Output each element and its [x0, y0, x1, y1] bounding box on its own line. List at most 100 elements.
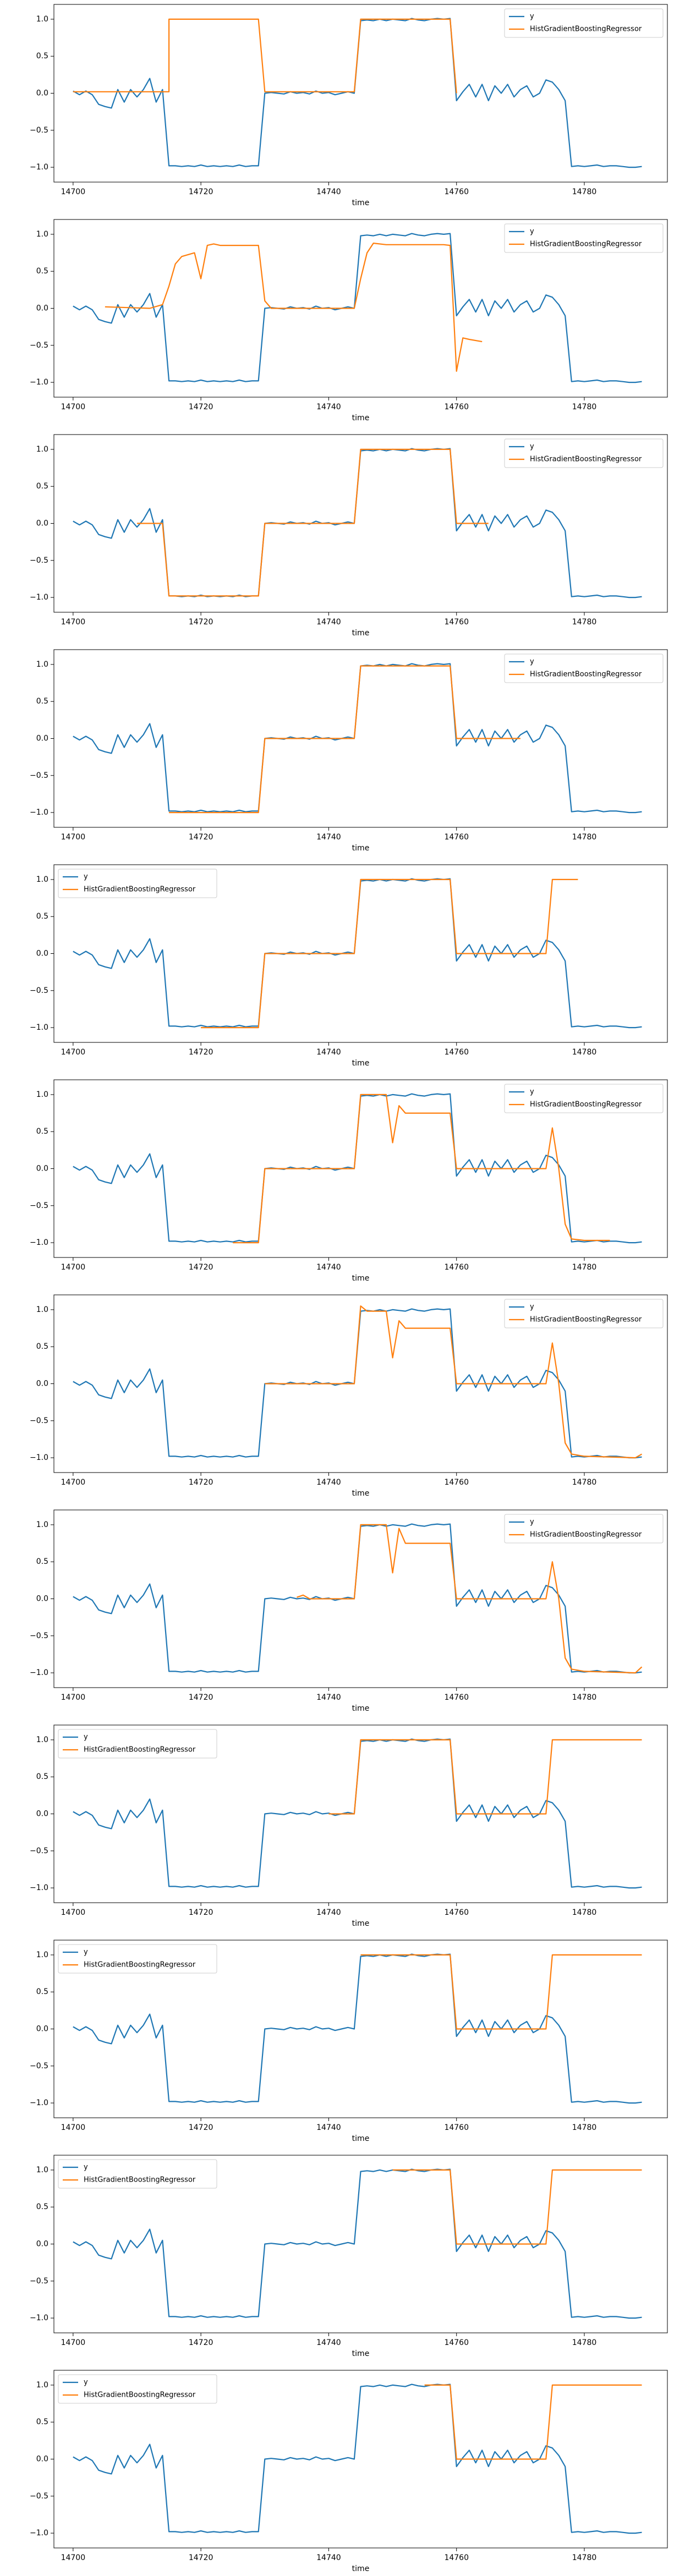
plot-frame: [53, 1079, 668, 1258]
plot-frame: [53, 864, 668, 1043]
plot-frame: [53, 1509, 668, 1688]
x-tick-label: 14700: [61, 2123, 86, 2132]
y-tick-label: 1.0: [36, 445, 48, 454]
y-tick-label: 1.0: [36, 1090, 48, 1099]
y-tick-label: −0.5: [30, 126, 48, 135]
legend-box: [58, 2374, 217, 2404]
y-tick-label: 0.5: [36, 1342, 48, 1351]
legend: y HistGradientBoostingRegressor: [58, 1729, 217, 1759]
x-tick-label: 14740: [316, 1048, 341, 1057]
legend-label: HistGradientBoostingRegressor: [84, 1746, 196, 1754]
series-line-prediction: [392, 2169, 642, 2245]
legend-label: HistGradientBoostingRegressor: [530, 25, 642, 34]
legend: y HistGradientBoostingRegressor: [504, 1084, 664, 1113]
x-axis-label: time: [352, 844, 370, 853]
legend-label: y: [84, 873, 88, 881]
y-tick-label: −1.0: [30, 2099, 48, 2107]
y-tick-label: 0.5: [36, 52, 48, 61]
y-tick-label: −0.5: [30, 2492, 48, 2501]
x-tick-label: 14700: [61, 1478, 86, 1487]
y-tick-label: 1.0: [36, 15, 48, 24]
x-tick-label: 14720: [189, 403, 213, 411]
chart-panel: −1.0 −0.5 0.0 0.5 1.0 14700 14720 14740 14760 147…: [30, 1079, 668, 1283]
series-line-y: [73, 2168, 642, 2319]
y-tick-label: 0.0: [36, 2455, 48, 2464]
plot-frame: [53, 4, 668, 183]
plot-frame: [53, 649, 668, 828]
x-tick-label: 14700: [61, 1908, 86, 1917]
series-line-prediction: [137, 448, 489, 597]
y-tick-label: 1.0: [36, 1305, 48, 1314]
chart-panel: −1.0 −0.5 0.0 0.5 1.0 14700 14720 14740 14760 147…: [30, 864, 668, 1068]
legend-box: [58, 869, 217, 898]
series-line-prediction: [297, 1524, 643, 1674]
y-tick-label: 0.5: [36, 267, 48, 276]
y-tick-label: 1.0: [36, 2166, 48, 2174]
plot-frame: [53, 2370, 668, 2548]
legend-box: [504, 1514, 664, 1544]
y-tick-label: 1.0: [36, 1951, 48, 1959]
series-line-y: [73, 878, 642, 1029]
y-tick-label: 0.5: [36, 2202, 48, 2211]
chart-panel: −1.0 −0.5 0.0 0.5 1.0 14700 14720 14740 14760 147…: [30, 434, 668, 638]
y-tick-label: 0.0: [36, 304, 48, 313]
legend-label: y: [530, 658, 534, 666]
plot-frame: [53, 219, 668, 398]
y-tick-label: 0.0: [36, 1595, 48, 1603]
y-tick-label: 0.5: [36, 1772, 48, 1781]
x-tick-label: 14760: [444, 1693, 469, 1702]
series-line-y: [73, 1093, 642, 1244]
x-tick-label: 14740: [316, 2123, 341, 2132]
legend-label: y: [530, 1303, 534, 1311]
series-line-y: [73, 1308, 642, 1459]
legend: y HistGradientBoostingRegressor: [58, 2374, 217, 2404]
chart-panel: −1.0 −0.5 0.0 0.5 1.0 14700 14720 14740 14760 147…: [30, 649, 668, 853]
legend-label: y: [84, 2379, 88, 2387]
legend-label: y: [530, 1518, 534, 1526]
legend-label: y: [84, 1733, 88, 1742]
x-axis-label: time: [352, 199, 370, 207]
y-tick-label: 0.0: [36, 949, 48, 958]
legend-label: HistGradientBoostingRegressor: [84, 1961, 196, 1969]
x-tick-label: 14700: [61, 188, 86, 196]
series-line-prediction: [169, 665, 520, 814]
y-tick-label: 0.0: [36, 89, 48, 98]
legend-label: y: [530, 1088, 534, 1096]
y-tick-label: 0.5: [36, 697, 48, 706]
legend-label: y: [84, 2163, 88, 2172]
x-tick-label: 14700: [61, 1263, 86, 1272]
x-tick-label: 14760: [444, 1908, 469, 1917]
y-tick-label: 0.0: [36, 1810, 48, 1819]
legend: y HistGradientBoostingRegressor: [58, 1944, 217, 1974]
y-tick-label: −1.0: [30, 2314, 48, 2322]
y-tick-label: −0.5: [30, 341, 48, 350]
x-tick-label: 14740: [316, 1263, 341, 1272]
x-tick-label: 14700: [61, 833, 86, 842]
x-tick-label: 14780: [572, 1908, 597, 1917]
series-line-y: [73, 233, 642, 383]
legend-label: y: [84, 1948, 88, 1957]
x-tick-label: 14760: [444, 1048, 469, 1057]
x-tick-label: 14700: [61, 2338, 86, 2347]
legend: y HistGradientBoostingRegressor: [504, 8, 664, 38]
x-tick-label: 14720: [189, 188, 213, 196]
x-tick-label: 14760: [444, 1478, 469, 1487]
legend-box: [504, 653, 664, 683]
x-tick-label: 14700: [61, 1693, 86, 1702]
chart-panel: −1.0 −0.5 0.0 0.5 1.0 14700 14720 14740 14760 147…: [30, 1509, 668, 1713]
x-tick-label: 14720: [189, 1263, 213, 1272]
plot-frame: [53, 1724, 668, 1903]
chart-panel: −1.0 −0.5 0.0 0.5 1.0 14700 14720 14740 14760 147…: [30, 4, 668, 207]
legend-label: HistGradientBoostingRegressor: [84, 2391, 196, 2399]
x-tick-label: 14720: [189, 1693, 213, 1702]
y-tick-label: −0.5: [30, 2277, 48, 2286]
y-tick-label: 0.5: [36, 912, 48, 921]
y-tick-label: −1.0: [30, 1883, 48, 1892]
legend-box: [504, 8, 664, 38]
x-tick-label: 14720: [189, 1478, 213, 1487]
legend-label: HistGradientBoostingRegressor: [84, 886, 196, 894]
series-line-prediction: [328, 1739, 642, 1815]
x-tick-label: 14740: [316, 833, 341, 842]
x-tick-label: 14720: [189, 2123, 213, 2132]
